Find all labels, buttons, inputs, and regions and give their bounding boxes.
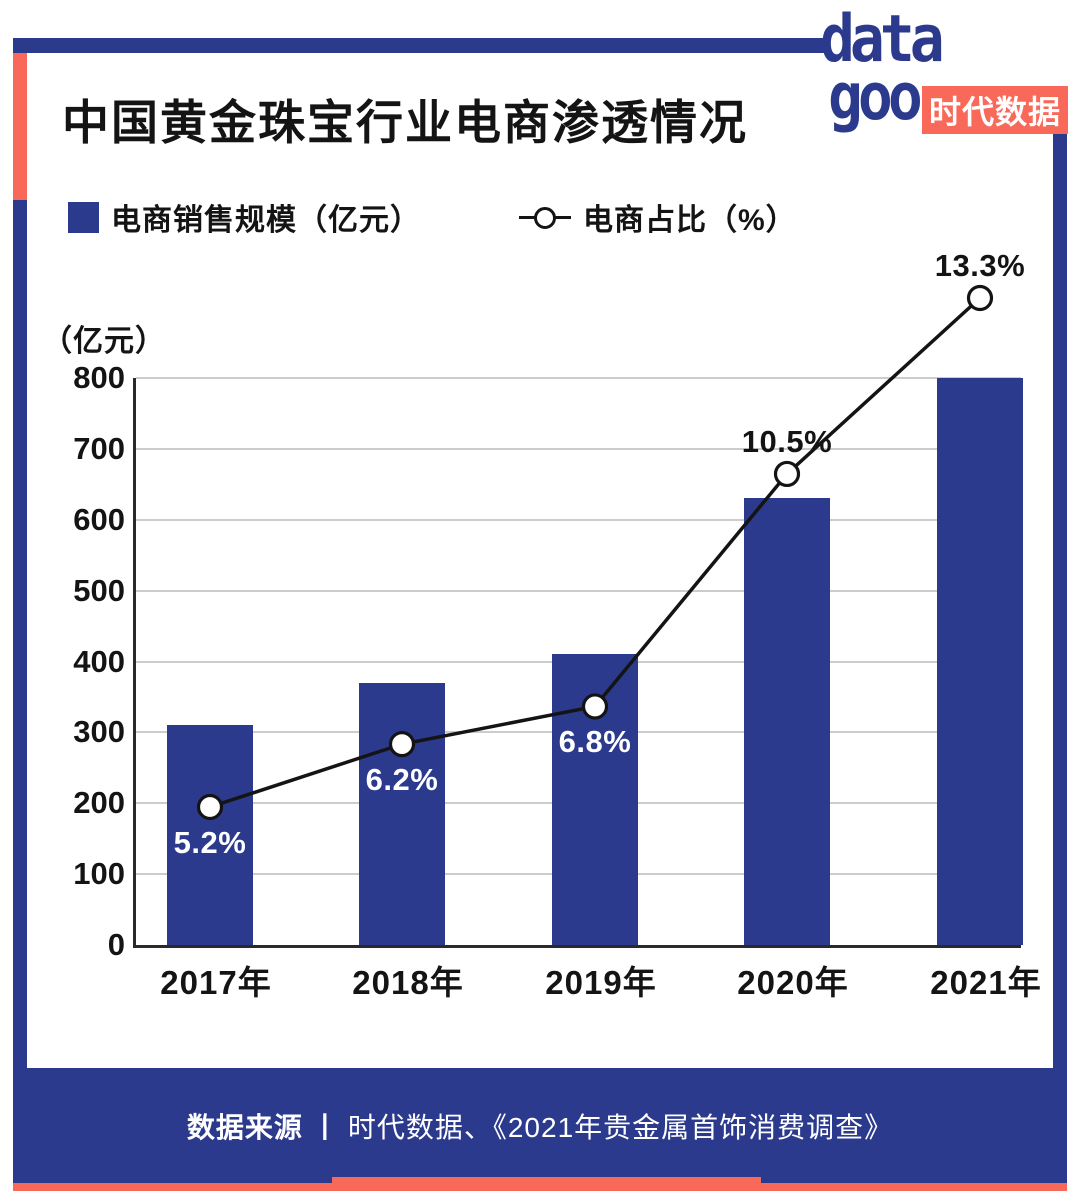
y-tick-label: 600	[73, 501, 125, 537]
bar-2019年	[552, 654, 638, 945]
legend-line-marker-icon	[519, 202, 571, 233]
pct-label-2019年: 6.8%	[558, 724, 632, 760]
logo-badge-shidaishuju: 时代数据	[922, 86, 1068, 134]
card-border-left	[13, 200, 27, 1068]
line-point	[773, 460, 801, 488]
y-tick-label: 200	[73, 785, 125, 821]
y-axis-unit-label: （亿元）	[42, 325, 166, 358]
x-axis-line	[133, 945, 1021, 948]
source-text: 时代数据、《2021年贵金属首饰消费调查》	[347, 1111, 894, 1143]
y-tick-label: 800	[73, 360, 125, 395]
y-tick-label: 300	[73, 714, 125, 750]
pct-label-2018年: 6.2%	[365, 762, 439, 798]
card-border-accent-coral	[13, 53, 27, 200]
source-label: 数据来源	[186, 1111, 303, 1143]
x-tick-label: 2019年	[545, 964, 657, 1001]
footer-coral-strip	[13, 1183, 1067, 1191]
y-tick-label: 400	[73, 643, 125, 679]
y-tick-label: 100	[73, 856, 125, 892]
y-tick-label: 700	[73, 430, 125, 466]
grid-line	[136, 447, 1021, 450]
datagoo-logo: data goo 时代数据	[812, 4, 1068, 166]
pct-label-2021年: 13.3%	[934, 247, 1026, 283]
grid-line	[136, 377, 1021, 379]
logo-word-data: data	[820, 0, 945, 77]
y-axis-line	[133, 378, 136, 945]
logo-word-goo: goo	[828, 58, 923, 135]
grid-line	[136, 518, 1021, 521]
page-title: 中国黄金珠宝行业电商渗透情况	[62, 96, 748, 149]
y-tick-label: 500	[73, 572, 125, 608]
legend-bar-label: 电商销售规模（亿元）	[111, 204, 421, 237]
chart-legend: 电商销售规模（亿元） 电商占比（%）	[68, 200, 797, 237]
bar-2020年	[744, 498, 830, 945]
x-tick-label: 2018年	[352, 964, 464, 1001]
x-tick-label: 2020年	[737, 964, 849, 1001]
card-border-top	[13, 38, 830, 53]
legend-line-label: 电商占比（%）	[583, 204, 797, 237]
footer: 数据来源 丨 时代数据、《2021年贵金属首饰消费调查》	[13, 1068, 1067, 1183]
x-tick-label: 2021年	[930, 964, 1042, 1001]
x-tick-label: 2017年	[160, 964, 272, 1001]
card-border-right	[1053, 130, 1067, 1068]
line-point	[966, 284, 994, 312]
bar-2021年	[937, 378, 1023, 945]
pct-label-2020年: 10.5%	[741, 423, 833, 459]
pct-label-2017年: 5.2%	[173, 825, 247, 860]
y-tick-label: 0	[107, 927, 125, 962]
source-separator: 丨	[310, 1111, 340, 1143]
bar-2018年	[359, 682, 445, 945]
legend-bar-swatch-icon	[68, 201, 99, 233]
grid-line	[136, 589, 1021, 592]
